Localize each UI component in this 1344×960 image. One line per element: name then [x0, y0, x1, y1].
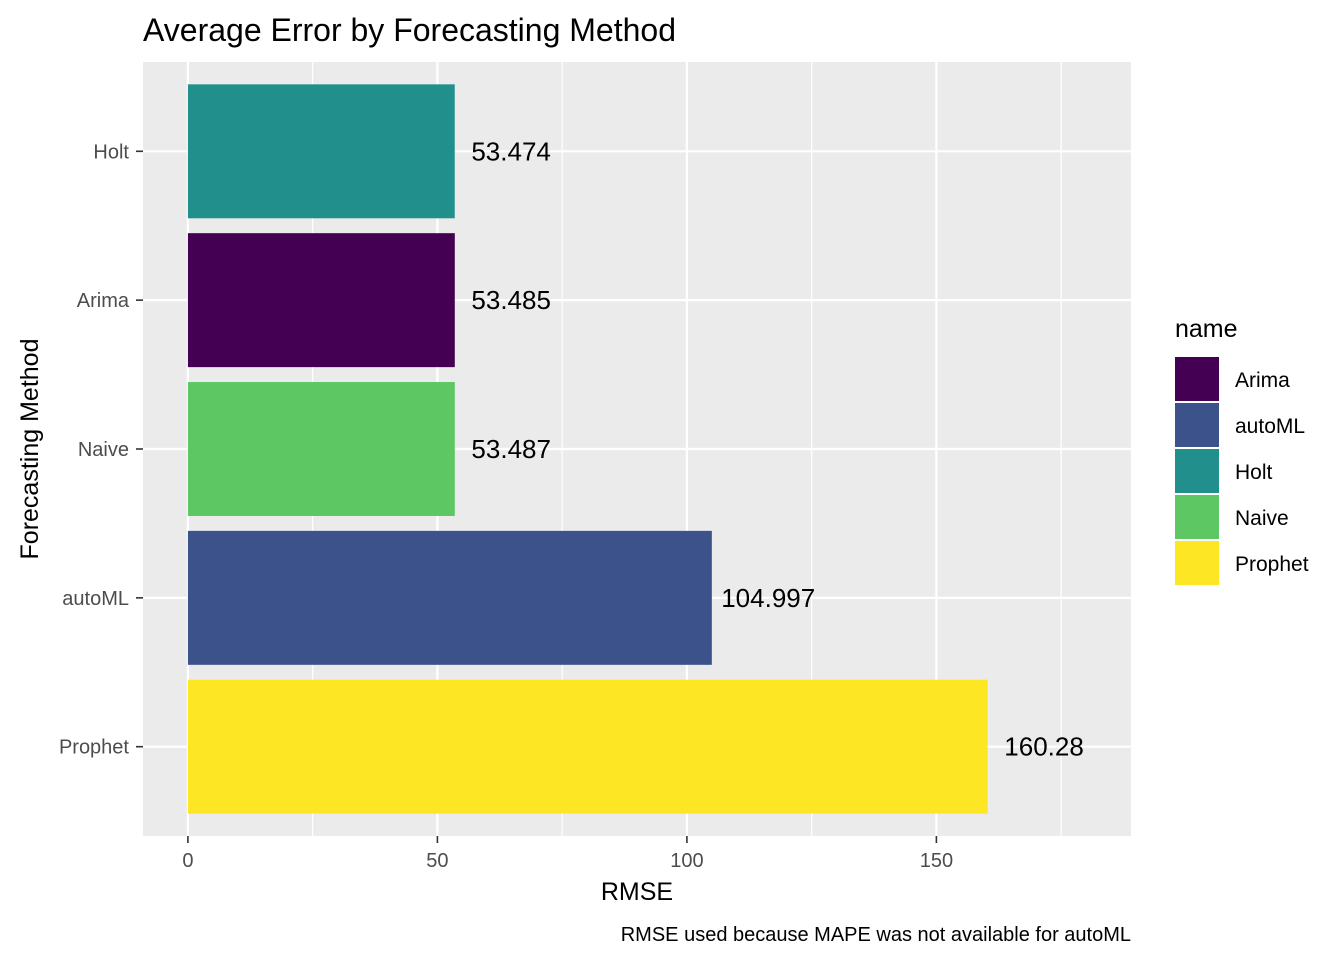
- y-axis: Holt Arima Naive autoML Prophet: [59, 141, 143, 759]
- data-label-naive: 53.487: [471, 434, 551, 464]
- y-tick-label-naive: Naive: [78, 439, 129, 461]
- legend-swatch-holt: [1175, 449, 1219, 493]
- bar-naive: [187, 382, 455, 516]
- legend-swatch-naive: [1175, 495, 1219, 539]
- y-tick-label-prophet: Prophet: [59, 737, 129, 759]
- legend-label-naive: Naive: [1235, 507, 1289, 530]
- x-tick-label: 150: [920, 850, 953, 872]
- y-axis-title: Forecasting Method: [16, 339, 44, 560]
- legend-label-prophet: Prophet: [1235, 553, 1309, 576]
- chart-caption: RMSE used because MAPE was not available…: [621, 924, 1131, 946]
- data-label-arima: 53.485: [471, 285, 551, 315]
- data-label-prophet: 160.28: [1004, 732, 1084, 762]
- data-label-holt: 53.474: [471, 136, 551, 166]
- x-axis: 0 50 100 150: [182, 836, 953, 872]
- legend-swatch-arima: [1175, 357, 1219, 401]
- legend-title: name: [1175, 315, 1238, 343]
- x-axis-title: RMSE: [601, 878, 673, 906]
- data-label-automl: 104.997: [721, 583, 815, 613]
- bar-automl: [187, 530, 712, 665]
- bar-holt: [187, 84, 455, 219]
- bars: [187, 84, 988, 814]
- legend-swatch-automl: [1175, 403, 1219, 447]
- x-tick-label: 50: [426, 850, 448, 872]
- legend-label-automl: autoML: [1235, 415, 1305, 438]
- data-labels: 53.474 53.485 53.487 104.997 160.28: [471, 136, 1083, 761]
- legend-swatch-prophet: [1175, 541, 1219, 585]
- x-tick-label: 0: [182, 850, 193, 872]
- chart-title: Average Error by Forecasting Method: [143, 12, 676, 48]
- x-tick-label: 100: [670, 850, 703, 872]
- bar-prophet: [187, 679, 988, 814]
- y-tick-label-automl: autoML: [62, 588, 129, 610]
- y-tick-label-holt: Holt: [93, 141, 129, 163]
- legend-label-arima: Arima: [1235, 369, 1290, 392]
- legend: name Arima autoML Holt Naive Prophet: [1175, 315, 1309, 585]
- bar-arima: [187, 233, 455, 368]
- legend-label-holt: Holt: [1235, 461, 1273, 484]
- y-tick-label-arima: Arima: [77, 290, 130, 312]
